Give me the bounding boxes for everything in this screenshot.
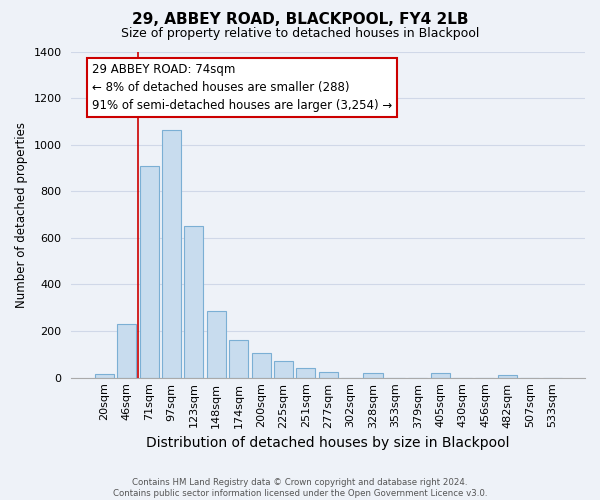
X-axis label: Distribution of detached houses by size in Blackpool: Distribution of detached houses by size …: [146, 436, 510, 450]
Text: Contains HM Land Registry data © Crown copyright and database right 2024.
Contai: Contains HM Land Registry data © Crown c…: [113, 478, 487, 498]
Text: 29, ABBEY ROAD, BLACKPOOL, FY4 2LB: 29, ABBEY ROAD, BLACKPOOL, FY4 2LB: [132, 12, 468, 28]
Bar: [140, 166, 158, 378]
Bar: [184, 226, 203, 378]
Text: 29 ABBEY ROAD: 74sqm
← 8% of detached houses are smaller (288)
91% of semi-detac: 29 ABBEY ROAD: 74sqm ← 8% of detached ho…: [92, 63, 392, 112]
Bar: [364, 373, 383, 378]
Bar: [319, 372, 338, 378]
Y-axis label: Number of detached properties: Number of detached properties: [15, 122, 28, 308]
Bar: [251, 353, 271, 378]
Bar: [274, 362, 293, 378]
Bar: [431, 373, 449, 378]
Bar: [229, 340, 248, 378]
Bar: [162, 130, 181, 378]
Bar: [207, 310, 226, 378]
Bar: [117, 324, 136, 378]
Bar: [296, 368, 316, 378]
Bar: [498, 376, 517, 378]
Bar: [95, 374, 114, 378]
Text: Size of property relative to detached houses in Blackpool: Size of property relative to detached ho…: [121, 28, 479, 40]
